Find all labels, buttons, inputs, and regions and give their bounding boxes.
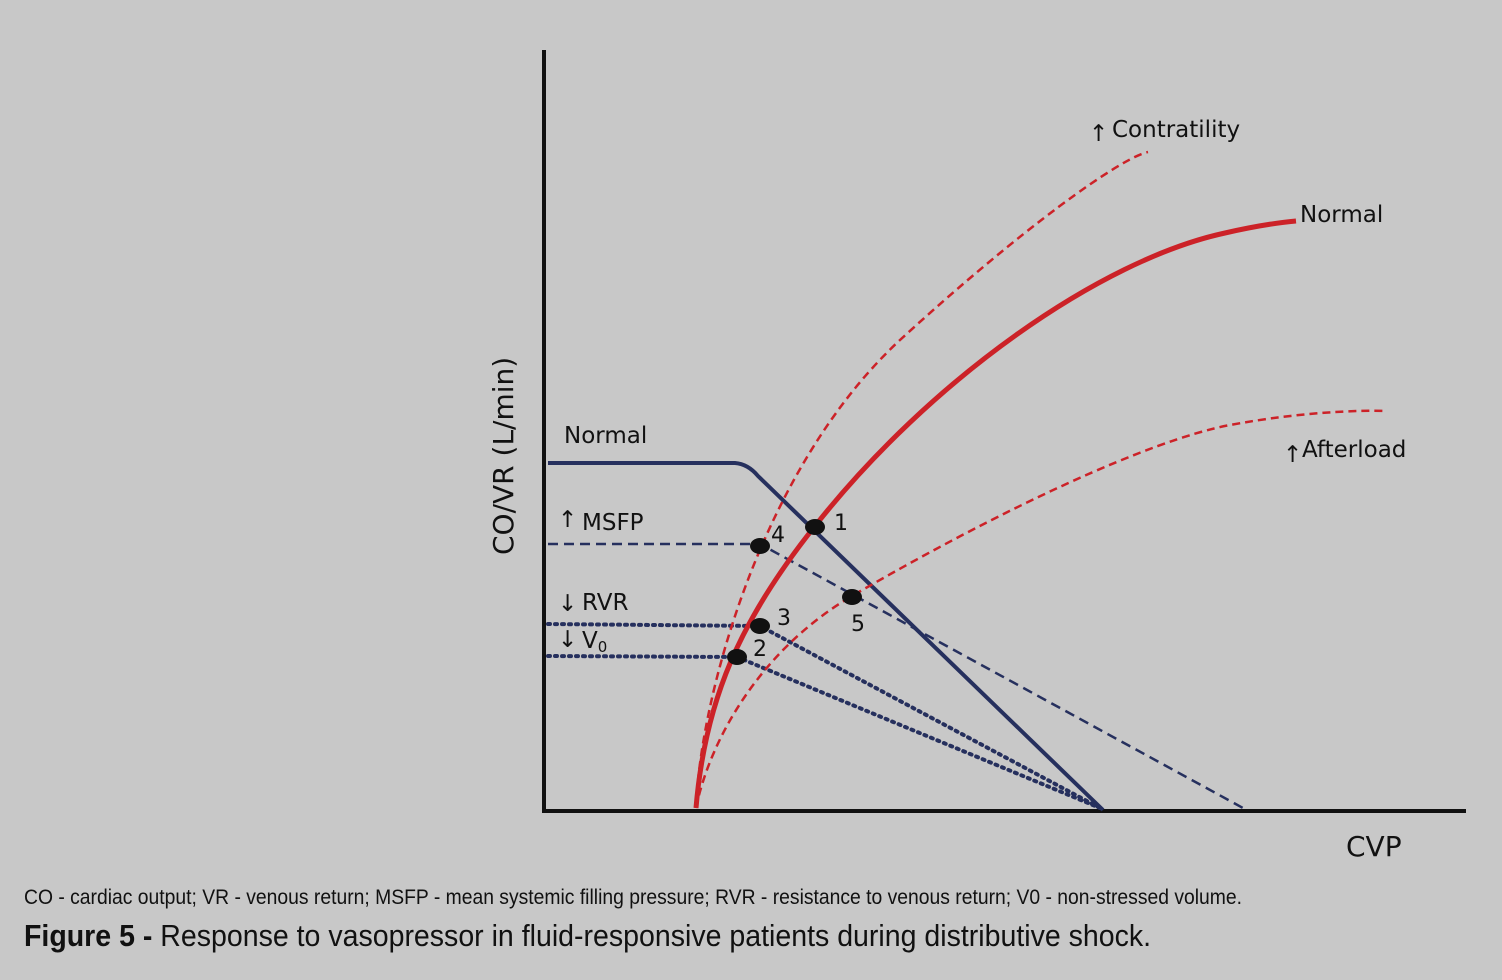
v0-label: V0 xyxy=(582,628,607,656)
abbreviations-caption: CO - cardiac output; VR - venous return;… xyxy=(24,886,1243,909)
vr-curve-msfp xyxy=(548,542,1244,810)
msfp-label: MSFP xyxy=(582,510,644,536)
afterload-arrow-icon: ↑ xyxy=(1283,442,1302,468)
figure-caption: Figure 5 - Response to vasopressor in fl… xyxy=(24,918,1151,954)
cardiac-venous-return-diagram: 1 2 3 4 5 ↑ Contratility Normal ↑ Afterl… xyxy=(487,50,1466,863)
rvr-label: RVR xyxy=(582,590,628,616)
point-1-marker xyxy=(805,519,825,535)
point-2-marker xyxy=(727,649,747,665)
x-axis-title: CVP xyxy=(1346,830,1402,863)
point-3-label: 3 xyxy=(777,606,791,631)
point-5-marker xyxy=(842,589,862,605)
v0-arrow-icon: ↓ xyxy=(558,627,577,653)
msfp-arrow-icon: ↑ xyxy=(558,507,577,533)
point-4-marker xyxy=(750,538,770,554)
point-2-label: 2 xyxy=(753,637,767,662)
vr-normal-label: Normal xyxy=(564,423,647,449)
point-3-marker xyxy=(750,618,770,634)
y-axis-title: CO/VR (L/min) xyxy=(487,357,520,555)
point-4-label: 4 xyxy=(771,523,785,548)
point-1-label: 1 xyxy=(834,511,848,536)
point-5-label: 5 xyxy=(851,612,865,637)
afterload-label: Afterload xyxy=(1302,437,1406,463)
vr-curve-normal xyxy=(548,461,1105,812)
vr-curve-v0 xyxy=(546,654,1102,810)
cardiac-normal-label: Normal xyxy=(1300,202,1383,228)
figure-text: Response to vasopressor in fluid-respons… xyxy=(152,918,1152,953)
rvr-arrow-icon: ↓ xyxy=(558,591,577,617)
figure-label: Figure 5 - xyxy=(24,918,153,953)
contractility-label: Contratility xyxy=(1112,117,1240,143)
cardiac-curve-normal xyxy=(693,218,1297,809)
cardiac-curve-contractility xyxy=(694,150,1149,809)
cardiac-curve-afterload xyxy=(694,409,1387,809)
vr-curve-rvr xyxy=(546,622,1102,810)
contractility-arrow-icon: ↑ xyxy=(1089,121,1108,147)
